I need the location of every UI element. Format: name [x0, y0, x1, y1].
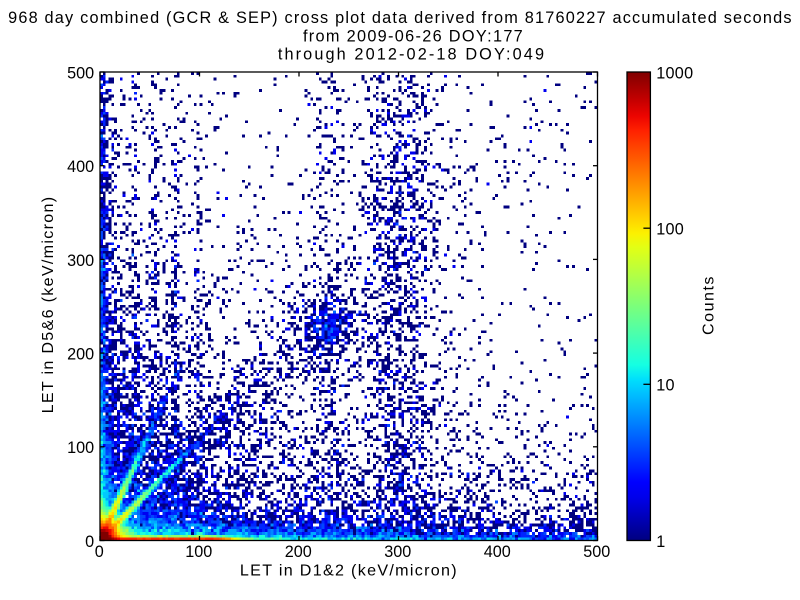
svg-text:968 day combined (GCR & SEP) c: 968 day combined (GCR & SEP) cross plot … [8, 9, 793, 27]
svg-text:10: 10 [656, 377, 675, 395]
svg-text:from 2009-06-26 DOY:177: from 2009-06-26 DOY:177 [303, 28, 524, 46]
svg-text:through 2012-02-18 DOY:049: through 2012-02-18 DOY:049 [278, 45, 546, 63]
svg-text:400: 400 [484, 543, 511, 561]
svg-text:300: 300 [384, 543, 411, 561]
svg-text:400: 400 [67, 158, 94, 176]
svg-text:500: 500 [67, 64, 94, 82]
svg-text:LET in D1&2 (keV/micron): LET in D1&2 (keV/micron) [240, 562, 458, 580]
svg-text:200: 200 [285, 543, 312, 561]
svg-text:0: 0 [95, 543, 104, 561]
svg-text:0: 0 [85, 533, 94, 551]
svg-text:100: 100 [185, 543, 212, 561]
svg-text:LET in D5&6 (keV/micron): LET in D5&6 (keV/micron) [39, 196, 57, 414]
svg-text:100: 100 [67, 439, 94, 457]
svg-text:300: 300 [67, 252, 94, 270]
svg-text:1000: 1000 [656, 64, 693, 82]
svg-text:100: 100 [656, 221, 684, 239]
svg-text:1: 1 [656, 533, 665, 551]
svg-text:200: 200 [67, 346, 94, 364]
svg-text:Counts: Counts [700, 275, 718, 335]
svg-text:500: 500 [583, 543, 610, 561]
